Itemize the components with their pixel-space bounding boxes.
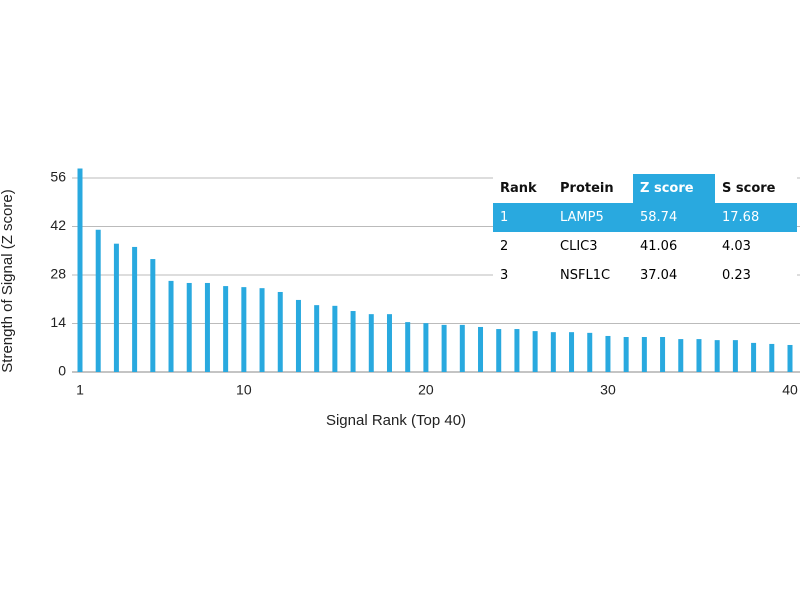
bar: [496, 329, 502, 372]
bar: [423, 323, 429, 372]
bar: [550, 332, 556, 372]
bar: [77, 168, 83, 372]
x-axis-label: Signal Rank (Top 40): [326, 412, 466, 429]
bar: [259, 288, 265, 372]
y-tick-label: 0: [58, 363, 66, 379]
table-cell: LAMP5: [560, 210, 604, 225]
table-cell: 17.68: [722, 210, 760, 225]
table-cell: NSFL1C: [560, 268, 611, 283]
table-row: 2 CLIC3 41.06 4.03: [493, 232, 797, 261]
x-tick-label: 40: [782, 382, 798, 398]
bar: [478, 326, 484, 372]
bar: [605, 335, 611, 372]
bar: [295, 299, 301, 372]
x-tick-label: 10: [236, 382, 252, 398]
bar: [95, 229, 101, 372]
bar: [368, 314, 374, 372]
bar: [204, 282, 210, 372]
table-cell: 37.04: [640, 268, 678, 283]
bar: [314, 305, 320, 372]
bar: [241, 287, 247, 372]
y-tick-label: 56: [50, 169, 66, 185]
bar: [696, 339, 702, 372]
column-header: S score: [722, 181, 776, 196]
bar: [350, 311, 356, 372]
bar: [168, 280, 174, 372]
bar: [532, 331, 538, 372]
bar: [223, 286, 229, 372]
table-row: 3 NSFL1C 37.04 0.23: [493, 261, 797, 290]
bar: [641, 337, 647, 372]
table-cell: CLIC3: [560, 239, 598, 254]
bar: [514, 329, 520, 372]
bar: [714, 340, 720, 372]
bar: [132, 246, 138, 372]
y-tick-label: 42: [50, 217, 66, 233]
table-cell: 1: [500, 210, 509, 225]
bar: [787, 344, 793, 372]
column-header: Rank: [500, 181, 537, 196]
bar: [569, 332, 575, 372]
y-axis-label: Strength of Signal (Z score): [0, 189, 16, 372]
header-row: Rank Protein Z score S score: [493, 174, 797, 203]
bar: [678, 339, 684, 372]
bar: [623, 337, 629, 372]
table-cell: 4.03: [722, 239, 751, 254]
y-tick-label: 14: [50, 314, 66, 330]
column-header: Protein: [560, 181, 614, 196]
x-tick-label: 30: [600, 382, 616, 398]
table-cell: 2: [500, 239, 509, 254]
column-header: Z score: [633, 174, 715, 203]
bar: [751, 342, 757, 372]
bar: [150, 259, 156, 372]
bar: [459, 324, 465, 372]
table-row: 1 LAMP5 58.74 17.68: [493, 203, 797, 232]
score-table: Rank Protein Z score S score 1 LAMP5 58.74 17.6…: [493, 174, 797, 290]
bar: [277, 291, 283, 372]
bar: [769, 343, 775, 372]
bar: [405, 322, 411, 372]
bar: [587, 332, 593, 372]
bar: [386, 314, 392, 372]
table-cell: 41.06: [640, 239, 678, 254]
bar: [113, 243, 119, 372]
bar: [441, 324, 447, 372]
bar: [660, 337, 666, 372]
x-tick-label: 1: [76, 382, 84, 398]
table-cell: 0.23: [722, 268, 751, 283]
table-cell: 58.74: [640, 210, 678, 225]
y-tick-label: 28: [50, 266, 66, 282]
bar: [732, 340, 738, 372]
x-tick-label: 20: [418, 382, 434, 398]
bar: [186, 282, 192, 372]
table-cell: 3: [500, 268, 509, 283]
bar: [332, 305, 338, 372]
